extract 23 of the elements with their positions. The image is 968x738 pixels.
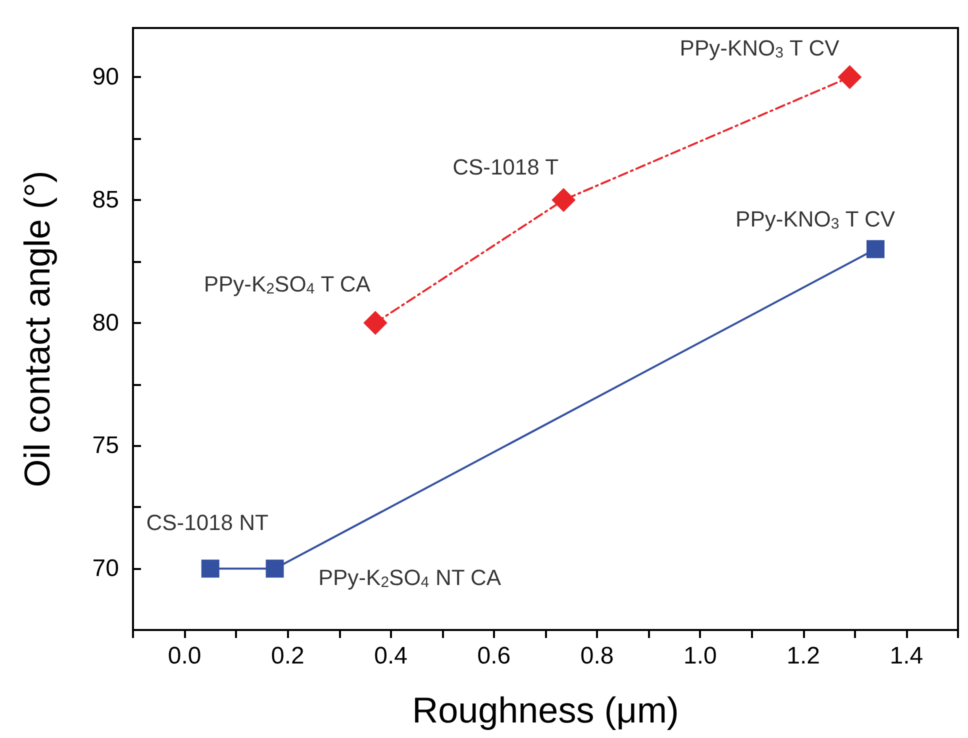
point — [552, 188, 576, 212]
x-tick-label: 0.6 — [477, 642, 511, 670]
y-tick-label: 90 — [92, 64, 119, 91]
point — [201, 560, 220, 578]
point — [266, 560, 284, 578]
point — [838, 65, 862, 90]
y-tick-label: 70 — [92, 555, 119, 582]
x-tick-label: 0.0 — [168, 642, 202, 670]
x-tick-label: 0.2 — [271, 642, 304, 670]
x-tick-label: 1.2 — [786, 642, 820, 670]
x-tick-label: 0.8 — [580, 642, 614, 670]
annotation: CS-1018 T — [452, 154, 559, 180]
annotation: CS-1018 NT — [146, 510, 268, 536]
point — [363, 310, 388, 335]
x-axis-title: Roughness (μm) — [412, 690, 679, 730]
y-tick-label: 75 — [92, 432, 119, 460]
point — [866, 240, 884, 258]
y-axis-title: Oil contact angle (°) — [16, 170, 58, 488]
x-tick-label: 0.4 — [374, 642, 408, 670]
x-tick-label: 1.4 — [890, 642, 924, 670]
y-tick-label: 85 — [92, 186, 119, 214]
x-tick-label: 1.0 — [684, 642, 717, 670]
y-tick-label: 80 — [92, 309, 119, 336]
